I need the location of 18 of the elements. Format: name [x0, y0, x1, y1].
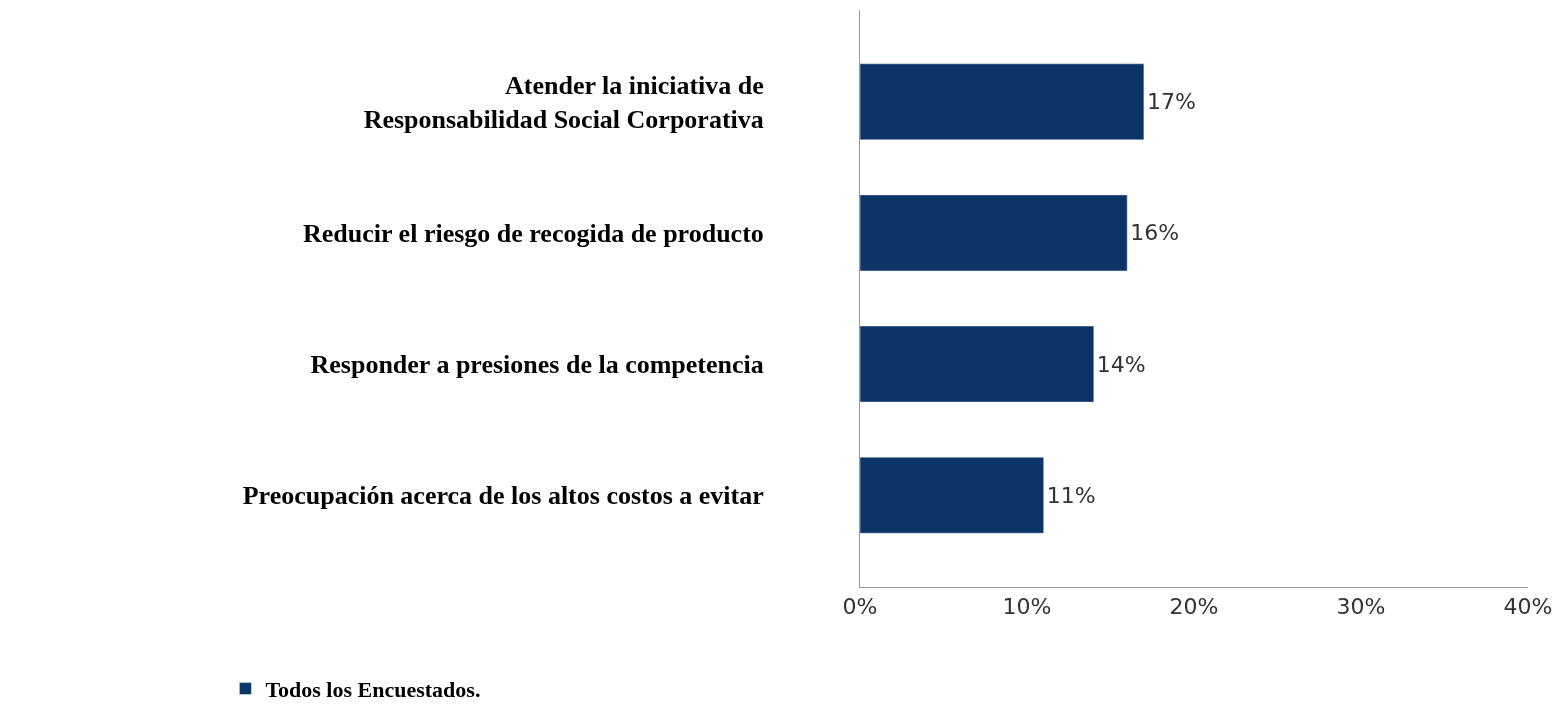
data-label: 14% — [1096, 351, 1146, 377]
bar — [860, 325, 1095, 403]
y-tick-label: Reducir el riesgo de recogida de producto — [303, 219, 764, 249]
bar — [860, 63, 1145, 141]
data-label: 17% — [1146, 89, 1196, 115]
bar — [860, 194, 1128, 272]
y-tick-label: Responder a presiones de la competencia — [310, 350, 764, 380]
x-tick-label: 40% — [1503, 594, 1553, 620]
y-tick-label: Preocupación acerca de los altos costos a evitar — [242, 481, 764, 511]
bar — [860, 456, 1044, 534]
x-tick-label: 0% — [842, 594, 878, 620]
y-tick-label: Atender la iniciativa de Responsabilidad Social Corporativa — [363, 71, 764, 134]
data-label: 16% — [1130, 220, 1180, 246]
legend-label: Todos los Encuestados. — [265, 677, 481, 703]
x-tick-label: 30% — [1336, 594, 1386, 620]
data-label: 11% — [1046, 482, 1096, 508]
x-tick-label: 10% — [1002, 594, 1052, 620]
x-tick-label: 20% — [1169, 594, 1219, 620]
